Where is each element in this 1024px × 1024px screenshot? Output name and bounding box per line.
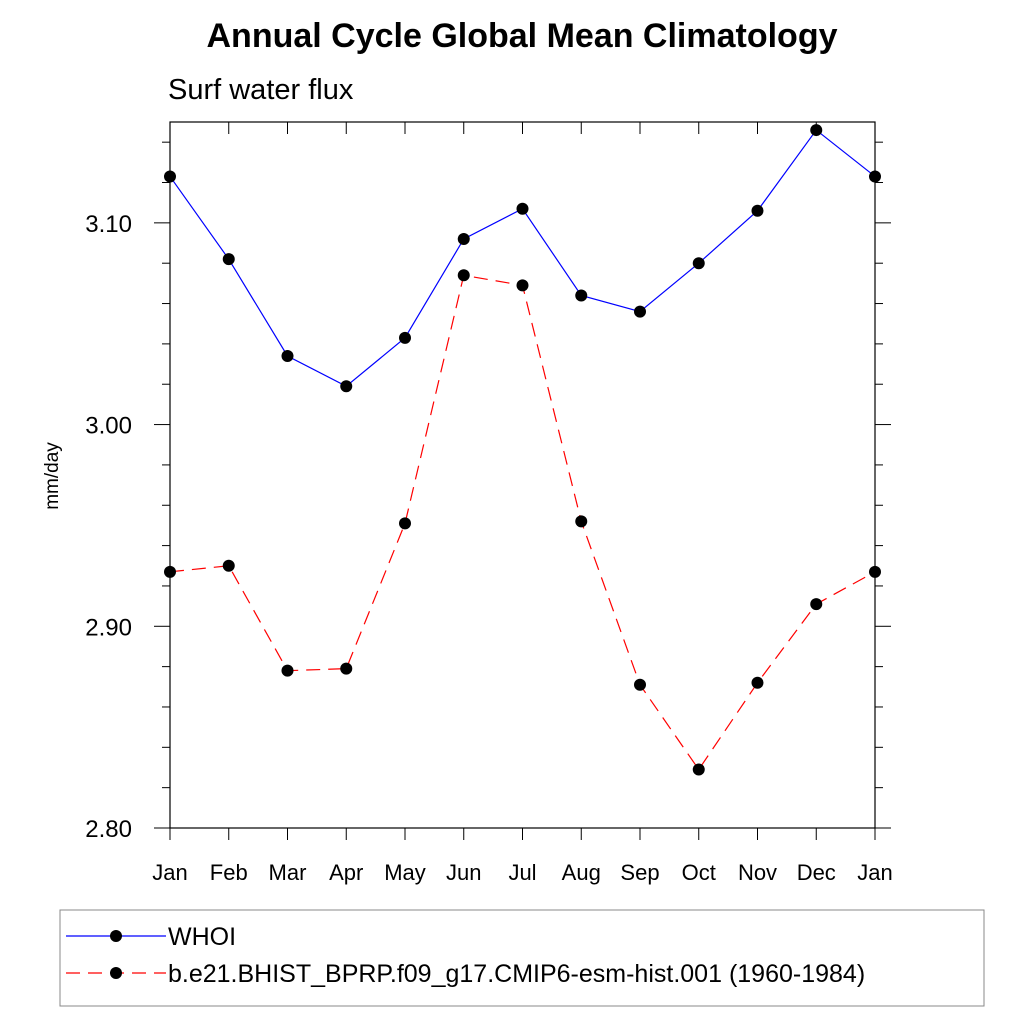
x-tick-label: Oct xyxy=(682,860,716,885)
x-tick-label: Dec xyxy=(797,860,836,885)
x-tick-label: Nov xyxy=(738,860,777,885)
series-1-point xyxy=(692,257,705,270)
series-2-point xyxy=(516,279,529,292)
series-2-point xyxy=(457,269,470,282)
x-tick-label: Apr xyxy=(329,860,363,885)
chart-subtitle: Surf water flux xyxy=(168,74,354,106)
legend-box xyxy=(59,909,985,1007)
series-1-point xyxy=(516,202,529,215)
series-2-point xyxy=(164,565,176,578)
series-1-point xyxy=(751,204,764,217)
series-2-point xyxy=(340,662,353,675)
series-1-point xyxy=(222,253,235,266)
legend-marker-1 xyxy=(110,930,122,942)
x-tick-label: Aug xyxy=(562,860,601,885)
series-2-point xyxy=(634,678,646,691)
y-tick-label: 2.90 xyxy=(85,614,132,641)
series-line-1 xyxy=(169,129,876,387)
y-axis-label: mm/day xyxy=(42,442,63,510)
series-1-point xyxy=(340,380,353,393)
x-tick-label: Sep xyxy=(620,860,659,885)
series-1-point xyxy=(810,124,823,137)
x-tick-label: Jun xyxy=(446,860,481,885)
series-line-2 xyxy=(169,274,876,771)
series-2-point xyxy=(222,559,235,572)
legend: WHOI b.e21.BHIST_BPRP.f09_g17.CMIP6-esm-h… xyxy=(59,909,985,1007)
chart-title: Annual Cycle Global Mean Climatology xyxy=(207,17,838,55)
legend-label-2: b.e21.BHIST_BPRP.f09_g17.CMIP6-esm-hist.… xyxy=(168,960,865,988)
x-tick-label: Jan xyxy=(857,860,892,885)
x-tick-label: Feb xyxy=(210,860,248,885)
series-1-point xyxy=(634,305,646,318)
series-2-point xyxy=(810,598,823,611)
series-2-point xyxy=(575,515,588,528)
axes-group: Jan Feb Mar Apr May Jun Jul Aug Sep Oct Nov Dec Jan 2… xyxy=(85,121,893,885)
series-2-point xyxy=(869,565,881,578)
series-2-point xyxy=(751,676,764,689)
x-tick-label: Mar xyxy=(269,860,307,885)
series-2-point xyxy=(692,763,705,776)
legend-marker-2 xyxy=(110,967,122,979)
plot-frame xyxy=(169,121,876,829)
series-group xyxy=(164,124,881,776)
legend-label-1: WHOI xyxy=(168,923,236,951)
series-1-point xyxy=(399,331,411,344)
series-1-point xyxy=(869,170,881,183)
y-tick-label: 2.80 xyxy=(85,816,132,843)
series-1-point xyxy=(575,289,588,302)
series-1-point xyxy=(164,170,176,183)
y-tick-label: 3.10 xyxy=(85,211,132,238)
series-2-point xyxy=(281,664,294,677)
x-tick-label: Jul xyxy=(508,860,536,885)
x-tick-label: Jan xyxy=(152,860,187,885)
x-tick-label: May xyxy=(384,860,426,885)
y-tick-label: 3.00 xyxy=(85,413,132,440)
series-1-point xyxy=(281,349,294,362)
series-1-point xyxy=(457,232,470,245)
series-2-point xyxy=(399,517,411,530)
